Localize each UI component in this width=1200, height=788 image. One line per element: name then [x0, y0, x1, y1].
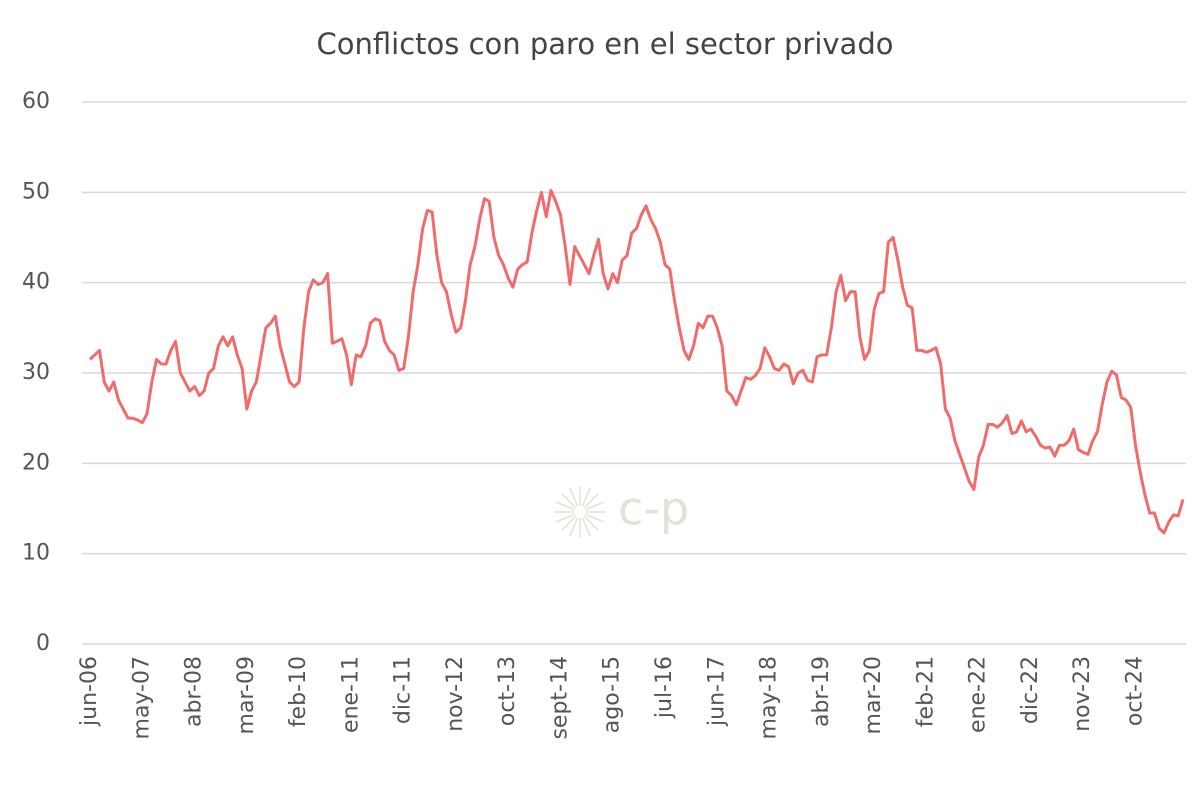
x-tick-label: nov-12 — [443, 656, 468, 732]
y-tick-label: 50 — [22, 179, 50, 204]
x-tick-label: dic-22 — [1018, 656, 1043, 724]
y-tick-label: 20 — [22, 450, 50, 475]
x-tick-label: feb-10 — [286, 656, 311, 727]
watermark-text: c-p — [618, 482, 689, 536]
x-tick-label: mar-20 — [861, 656, 886, 734]
y-tick-label: 10 — [22, 541, 50, 566]
x-tick-label: ene-22 — [966, 656, 991, 733]
watermark: c-p — [554, 482, 689, 538]
x-tick-label: nov-23 — [1070, 656, 1095, 732]
chart-title: Conflictos con paro en el sector privado — [317, 27, 894, 61]
y-tick-label: 30 — [22, 360, 50, 385]
x-tick-label: ago-15 — [600, 656, 625, 733]
y-tick-label: 40 — [22, 270, 50, 295]
x-tick-label: may-07 — [129, 656, 154, 739]
x-tick-label: jun-06 — [77, 656, 102, 727]
y-tick-label: 0 — [36, 631, 50, 656]
x-tick-label: abr-19 — [809, 656, 834, 727]
x-tick-label: may-18 — [757, 656, 782, 739]
x-tick-label: mar-09 — [234, 656, 259, 734]
y-tick-label: 60 — [22, 89, 50, 114]
line — [88, 189, 1185, 535]
x-tick-label: feb-21 — [913, 656, 938, 727]
x-tick-label: oct-24 — [1122, 656, 1147, 726]
x-tick-label: jul-16 — [652, 656, 677, 719]
x-tick-label: abr-08 — [182, 656, 207, 727]
x-tick-label: ene-11 — [338, 656, 363, 733]
x-tick-label: jun-17 — [704, 656, 729, 727]
x-tick-label: oct-13 — [495, 656, 520, 726]
x-tick-label: dic-11 — [391, 656, 416, 724]
x-tick-label: sept-14 — [547, 656, 572, 740]
